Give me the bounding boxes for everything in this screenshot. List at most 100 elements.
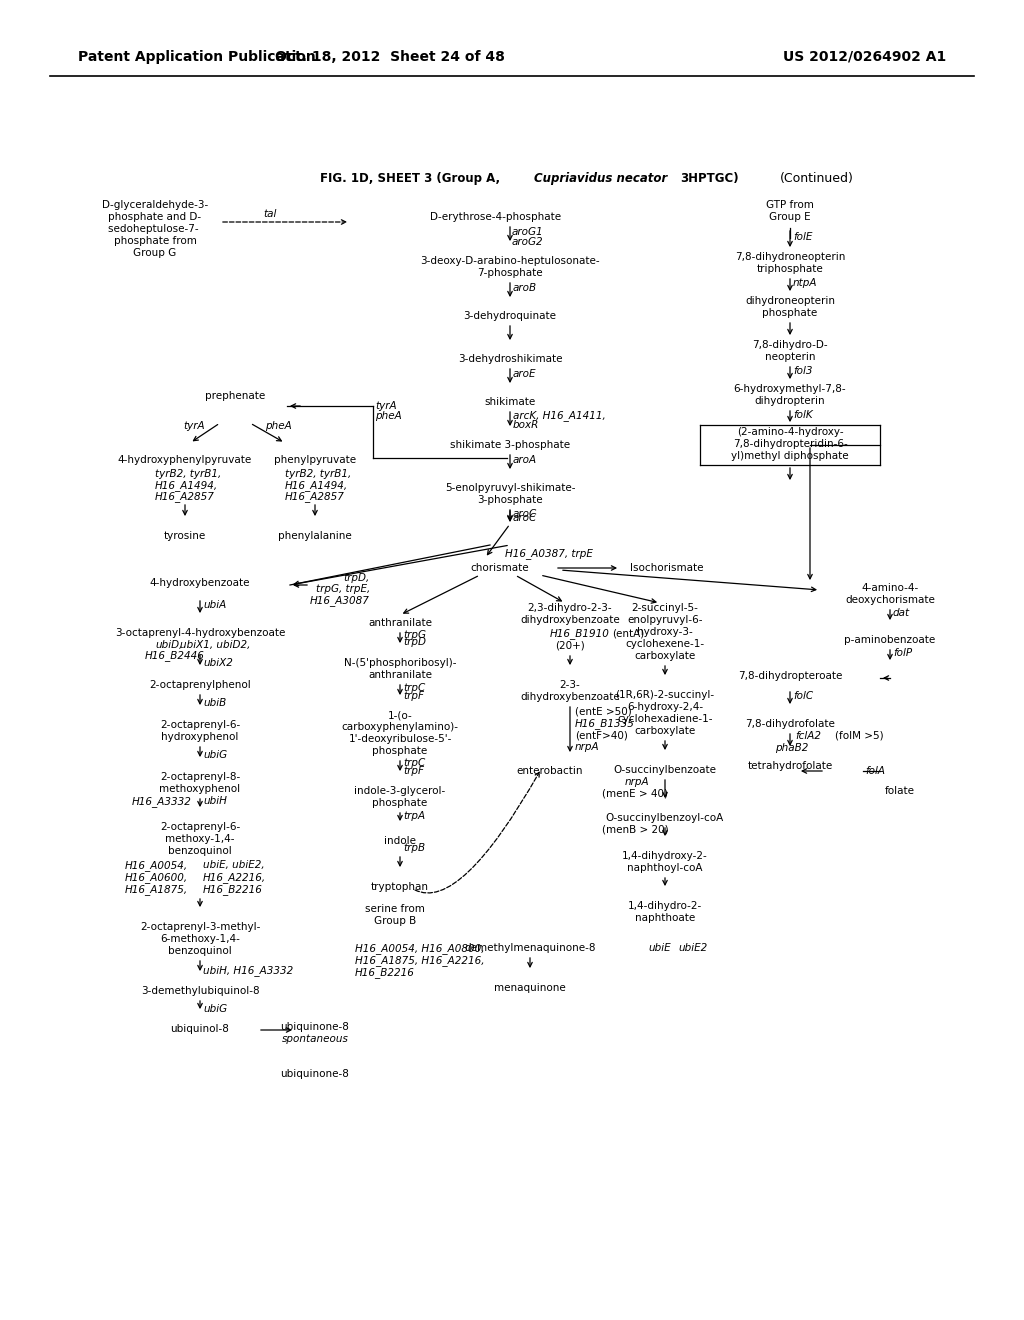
Text: phaB2: phaB2 [775,743,808,752]
Text: trpF: trpF [403,690,424,701]
Text: Oct. 18, 2012  Sheet 24 of 48: Oct. 18, 2012 Sheet 24 of 48 [275,50,505,63]
Text: aroB: aroB [513,282,538,293]
Text: sedoheptulose-7-: sedoheptulose-7- [109,224,202,234]
Text: H16_A1494,: H16_A1494, [285,480,348,491]
Text: cyclohexadiene-1-: cyclohexadiene-1- [617,714,713,723]
Text: 6-hydroxy-2,4-: 6-hydroxy-2,4- [627,702,703,711]
Text: tyrB2, tyrB1,: tyrB2, tyrB1, [155,469,221,479]
Text: N-(5'phosphoribosyl)-: N-(5'phosphoribosyl)- [344,657,457,668]
Text: folC: folC [793,690,813,701]
Text: H16_A0054,: H16_A0054, [125,861,188,871]
Text: chorismate: chorismate [471,564,529,573]
Text: (Continued): (Continued) [780,172,854,185]
Text: (entE >50): (entE >50) [575,706,632,715]
Text: H16_A1875, H16_A2216,: H16_A1875, H16_A2216, [355,954,484,966]
Text: D-glyceraldehyde-3-: D-glyceraldehyde-3- [101,201,208,210]
Text: 7-phosphate: 7-phosphate [477,268,543,279]
Text: H16_A0387, trpE: H16_A0387, trpE [505,548,593,558]
Text: indole-3-glycerol-: indole-3-glycerol- [354,785,445,796]
Text: 7,8-dihydropteroate: 7,8-dihydropteroate [738,671,842,681]
Text: D-erythrose-4-phosphate: D-erythrose-4-phosphate [430,213,561,222]
Text: carboxyphenylamino)-: carboxyphenylamino)- [341,722,459,733]
Text: tryptophan: tryptophan [371,882,429,892]
Text: 6-hydroxymethyl-7,8-: 6-hydroxymethyl-7,8- [733,384,846,393]
Text: phosphate from: phosphate from [114,236,197,246]
Text: folA: folA [865,766,885,776]
Text: 2-octaprenyl-6-: 2-octaprenyl-6- [160,719,240,730]
Text: ubiquinone-8: ubiquinone-8 [281,1069,349,1078]
Text: tal: tal [263,209,276,219]
Text: ubiX1, ubiD2,: ubiX1, ubiD2, [180,640,251,649]
Text: 3-octaprenyl-4-hydroxybenzoate: 3-octaprenyl-4-hydroxybenzoate [115,628,286,638]
Text: (folM >5): (folM >5) [835,731,884,741]
Text: fclA2: fclA2 [795,731,821,741]
Text: 2-octaprenylphenol: 2-octaprenylphenol [150,680,251,690]
Text: methoxyphenol: methoxyphenol [160,784,241,795]
Text: tyrosine: tyrosine [164,531,206,541]
Text: H16_B1335: H16_B1335 [575,718,635,729]
Text: trpD: trpD [403,638,426,647]
Text: Isochorismate: Isochorismate [630,564,703,573]
Text: folP: folP [893,648,912,657]
Text: anthranilate: anthranilate [368,671,432,680]
Text: carboxylate: carboxylate [635,651,695,661]
Text: p-aminobenzoate: p-aminobenzoate [845,635,936,645]
Text: H16_A1494,: H16_A1494, [155,480,218,491]
Text: ubiE, ubiE2,: ubiE, ubiE2, [203,861,264,870]
Text: 7,8-dihydrofolate: 7,8-dihydrofolate [745,719,835,729]
Text: 4-amino-4-: 4-amino-4- [861,583,919,593]
Text: ubiB: ubiB [203,698,226,708]
Text: Group E: Group E [769,213,811,222]
Text: tetrahydrofolate: tetrahydrofolate [748,762,833,771]
Text: 7,8-dihydropteridin-6-: 7,8-dihydropteridin-6- [732,440,848,449]
Text: neopterin: neopterin [765,352,815,362]
Text: 4-hydroxybenzoate: 4-hydroxybenzoate [150,578,250,587]
Text: dihydroxybenzoate: dihydroxybenzoate [520,615,620,624]
Text: US 2012/0264902 A1: US 2012/0264902 A1 [782,50,946,63]
Text: (2-amino-4-hydroxy-: (2-amino-4-hydroxy- [736,426,844,437]
Text: tyrA: tyrA [183,421,205,432]
Text: folK: folK [793,411,813,420]
Text: ntpA: ntpA [793,279,817,288]
Text: 7,8-dihydro-D-: 7,8-dihydro-D- [753,341,827,350]
Text: trpG, trpE,: trpG, trpE, [315,583,370,594]
Text: ubiG: ubiG [203,750,227,760]
Text: trpC: trpC [403,758,425,768]
Text: phenylalanine: phenylalanine [279,531,352,541]
Text: H16_B2216: H16_B2216 [203,884,263,895]
Text: 1'-deoxyribulose-5'-: 1'-deoxyribulose-5'- [348,734,452,744]
Text: 2-octaprenyl-3-methyl-: 2-octaprenyl-3-methyl- [140,921,260,932]
Text: ubiE: ubiE [648,942,671,953]
Text: GTP from: GTP from [766,201,814,210]
Text: H16_A2857: H16_A2857 [285,491,345,502]
Text: FIG. 1D, SHEET 3 (Group A,: FIG. 1D, SHEET 3 (Group A, [319,172,500,185]
Text: (entA): (entA) [612,628,644,638]
Text: 1-(o-: 1-(o- [388,710,413,719]
Text: (entF>40): (entF>40) [575,730,628,741]
Text: H16_A2857: H16_A2857 [155,491,215,502]
Text: shikimate 3-phosphate: shikimate 3-phosphate [450,440,570,450]
Text: methoxy-1,4-: methoxy-1,4- [165,834,234,843]
Text: prephenate: prephenate [205,391,265,401]
Text: H16_A2216,: H16_A2216, [203,873,266,883]
Text: 2-succinyl-5-: 2-succinyl-5- [632,603,698,612]
Text: dihydroneopterin: dihydroneopterin [745,296,835,306]
Text: ubiquinone-8: ubiquinone-8 [281,1022,349,1032]
Text: deoxychorismate: deoxychorismate [845,595,935,605]
Text: Group G: Group G [133,248,176,257]
Text: anthranilate: anthranilate [368,618,432,628]
Text: 3-dehydroshikimate: 3-dehydroshikimate [458,354,562,364]
Text: enterobactin: enterobactin [517,766,584,776]
Text: pheA: pheA [265,421,292,432]
Text: fol3: fol3 [793,366,812,376]
Text: Cupriavidus necator: Cupriavidus necator [534,172,668,185]
Text: H16_A0054, H16_A0800,: H16_A0054, H16_A0800, [355,942,484,954]
Text: folE: folE [793,232,812,242]
Text: H16_A3087: H16_A3087 [310,595,370,606]
Text: (1R,6R)-2-succinyl-: (1R,6R)-2-succinyl- [615,690,715,700]
Text: dihydroxybenzoate: dihydroxybenzoate [520,692,620,702]
Text: ubiA: ubiA [203,601,226,610]
Text: aroG2: aroG2 [512,238,544,247]
Text: benzoquinol: benzoquinol [168,946,231,956]
Text: O-succinylbenzoyl-coA: O-succinylbenzoyl-coA [606,813,724,822]
